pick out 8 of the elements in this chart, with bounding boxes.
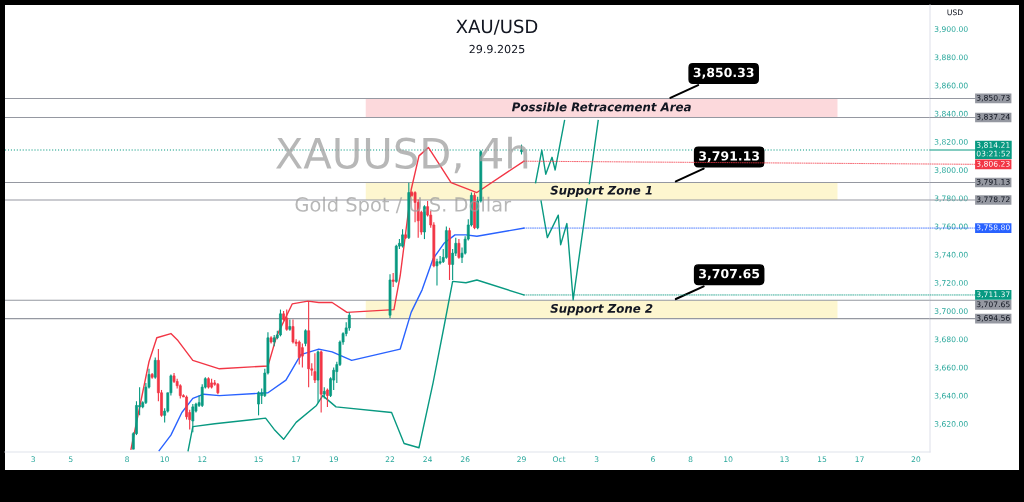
annotation: 3,850.33 [693,67,754,79]
text: 29.9.2025 [469,44,525,54]
band-label: Support Zone 2 [550,303,653,316]
band-label: Possible Retracement Area [511,102,691,112]
annotation: 3,707.65 [699,268,760,280]
band-label: Support Zone 1 [550,185,652,197]
annotation: 3,791.13 [699,151,759,163]
text: XAU/USD [456,19,538,35]
